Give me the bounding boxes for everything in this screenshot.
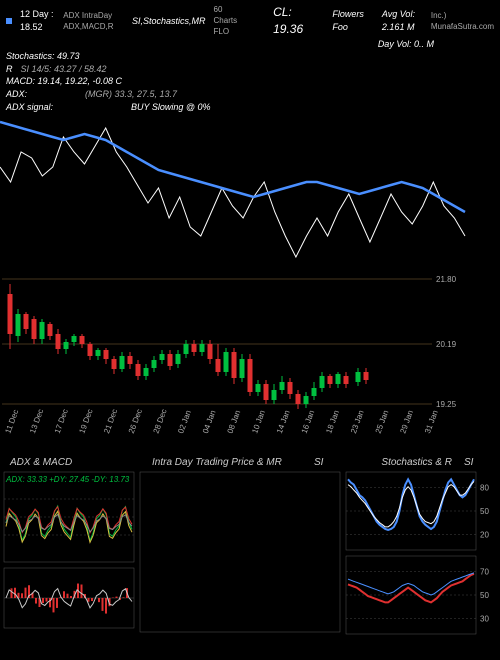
sma-legend: 12 Day : 18.52: [20, 8, 55, 33]
candle-chart: 21.80 20.19 19.25 11 Dec 13 Dec 17 Dec 19 Dec 2…: [0, 262, 500, 457]
avg-vol: Avg Vol: 2.161 M: [382, 8, 423, 33]
svg-text:80: 80: [480, 484, 489, 493]
svg-text:31 Jan: 31 Jan: [423, 409, 440, 435]
adx-label: ADX:: [6, 88, 27, 101]
svg-text:08 Jan: 08 Jan: [226, 409, 243, 435]
adx-signal-value: BUY Slowing @ 0%: [131, 101, 211, 114]
svg-text:29 Jan: 29 Jan: [398, 409, 415, 435]
rsi-label: R: [6, 63, 13, 76]
adx-signal-label: ADX signal:: [6, 101, 53, 114]
adx-macd-label: ADX & MACD: [6, 457, 130, 468]
adx-info: (MGR) 33.3, 27.5, 13.7: [85, 88, 177, 101]
svg-text:50: 50: [480, 591, 489, 600]
hidden-text: 60 Charts FLO: [214, 4, 246, 38]
svg-text:21.80: 21.80: [436, 275, 457, 284]
svg-text:11 Dec: 11 Dec: [3, 408, 20, 434]
comment-text: SI,Stochastics,MR: [132, 15, 206, 28]
adx-macd-title: ADX IntraDay ADX,MACD,R: [63, 10, 124, 32]
upper-line-chart: [0, 117, 500, 262]
cl-label: CL: 19.36: [273, 4, 304, 38]
svg-text:20: 20: [480, 531, 489, 540]
svg-text:18 Jan: 18 Jan: [324, 409, 341, 435]
day-vol: Day Vol: 0.. M: [378, 38, 434, 51]
bottom-labels: ADX & MACD Intra Day Trading Price & MR …: [0, 457, 500, 468]
source: Inc.) MunafaSutra.com: [431, 10, 494, 32]
bottom-panels: ADX: 33.33 +DY: 27.45 -DY: 13.73 20 50 80 30…: [0, 468, 500, 658]
svg-text:16 Jan: 16 Jan: [300, 409, 317, 435]
svg-text:02 Jan: 02 Jan: [176, 409, 193, 435]
macd-label: MACD: 19.14, 19.22, -0.08 C: [6, 75, 494, 88]
svg-text:ADX: 33.33 +DY: 27.45 -DY: 13.: ADX: 33.33 +DY: 27.45 -DY: 13.73: [5, 475, 130, 484]
si-label-1: SI: [310, 457, 344, 468]
svg-text:25 Jan: 25 Jan: [374, 409, 391, 435]
svg-text:04 Jan: 04 Jan: [201, 409, 218, 435]
intraday-label: Intra Day Trading Price & MR: [148, 457, 302, 468]
svg-text:13 Dec: 13 Dec: [28, 408, 45, 435]
svg-text:26 Dec: 26 Dec: [127, 408, 144, 435]
svg-text:20.19: 20.19: [436, 340, 457, 349]
svg-text:17 Dec: 17 Dec: [53, 408, 70, 435]
svg-text:19 Dec: 19 Dec: [77, 408, 94, 435]
stochastics-label: Stochastics: 49.73: [6, 50, 494, 63]
header: 12 Day : 18.52 ADX IntraDay ADX,MACD,R S…: [0, 0, 500, 117]
svg-text:19.25: 19.25: [436, 400, 457, 409]
svg-text:28 Dec: 28 Dec: [152, 408, 169, 435]
si-label-2: SI: [460, 457, 494, 468]
svg-text:23 Jan: 23 Jan: [349, 409, 366, 435]
svg-text:10 Jan: 10 Jan: [250, 409, 267, 435]
stoch-r-label: Stochastics & R: [377, 457, 452, 468]
svg-text:30: 30: [480, 615, 489, 624]
rsi-value: SI 14/5: 43.27 / 58.42: [21, 63, 107, 76]
svg-text:70: 70: [480, 568, 489, 577]
svg-text:14 Jan: 14 Jan: [275, 409, 292, 435]
company-name: Flowers Foo: [332, 8, 364, 33]
sma-swatch: [6, 18, 12, 24]
svg-text:50: 50: [480, 507, 489, 516]
svg-text:21 Dec: 21 Dec: [102, 408, 119, 435]
